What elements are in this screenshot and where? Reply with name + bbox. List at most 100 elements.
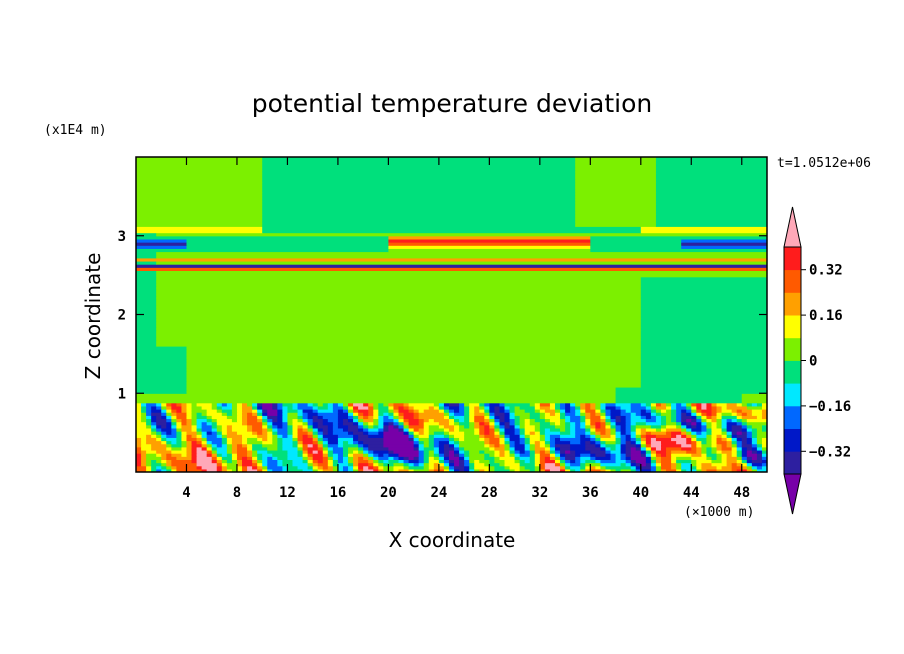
contour-cell	[671, 409, 677, 413]
contour-cell	[418, 409, 425, 413]
contour-cell	[711, 449, 718, 454]
contour-cell	[206, 440, 213, 445]
contour-cell	[342, 405, 349, 410]
contour-cell	[287, 468, 304, 472]
contour-cell	[640, 226, 767, 231]
contour-cell	[277, 434, 283, 438]
contour-cell	[196, 412, 203, 416]
contour-cell	[166, 453, 172, 457]
contour-cell	[448, 459, 455, 464]
contour-cell	[272, 405, 278, 410]
contour-cell	[691, 440, 697, 445]
contour-cell	[317, 437, 324, 442]
contour-cell	[459, 418, 465, 423]
contour-cell	[292, 437, 299, 442]
contour-cell	[645, 409, 652, 413]
contour-cell	[554, 462, 561, 467]
contour-cell	[151, 462, 162, 467]
contour-cell	[242, 440, 248, 445]
contour-cell	[600, 418, 607, 423]
contour-cell	[247, 418, 258, 423]
colorbar-label: 0.32	[809, 263, 843, 279]
contour-cell	[206, 418, 213, 423]
contour-cell	[549, 468, 561, 472]
contour-cell	[575, 468, 581, 472]
contour-cell	[504, 415, 511, 420]
contour-cell	[216, 446, 228, 451]
contour-cell	[262, 462, 268, 467]
contour-cell	[650, 402, 657, 407]
contour-cell	[186, 371, 642, 375]
contour-cell	[262, 465, 268, 470]
contour-cell	[156, 339, 642, 344]
contour-cell	[706, 449, 713, 454]
contour-cell	[408, 424, 425, 429]
contour-cell	[691, 427, 702, 432]
contour-cell	[585, 412, 591, 416]
contour-cell	[711, 421, 718, 426]
contour-cell	[322, 437, 329, 442]
contour-cell	[408, 434, 415, 438]
contour-cell	[746, 418, 767, 423]
contour-cell	[544, 446, 551, 451]
contour-cell	[701, 424, 708, 429]
contour-cell	[247, 453, 253, 457]
contour-cell	[666, 431, 672, 435]
contour-cell	[231, 409, 238, 413]
contour-cell	[474, 431, 480, 435]
contour-cell	[312, 427, 319, 432]
contour-cell	[156, 273, 767, 278]
contour-cell	[378, 462, 384, 467]
contour-cell	[746, 402, 753, 407]
contour-cell	[464, 405, 470, 410]
contour-cell	[706, 402, 713, 407]
contour-cell	[156, 323, 642, 328]
contour-cell	[151, 468, 157, 472]
contour-cell	[398, 459, 405, 464]
contour-cell	[348, 427, 359, 432]
contour-cell	[686, 449, 697, 454]
contour-cell	[408, 437, 415, 442]
contour-cell	[211, 431, 218, 435]
contour-cell	[156, 311, 642, 316]
contour-cell	[570, 440, 581, 445]
contour-cell	[560, 415, 566, 420]
contour-cell	[645, 427, 657, 432]
contour-cell	[262, 197, 576, 202]
contour-cell	[549, 456, 556, 460]
contour-cell	[267, 418, 273, 423]
contour-cell	[590, 421, 596, 426]
contour-cell	[620, 424, 627, 429]
contour-cell	[408, 468, 415, 472]
contour-cell	[413, 405, 430, 410]
contour-cell	[509, 437, 521, 442]
contour-cell	[438, 424, 445, 429]
x-units-label: (×1000 m)	[684, 505, 754, 520]
contour-cell	[171, 424, 177, 429]
contour-cell	[388, 402, 395, 407]
contour-cell	[736, 437, 743, 442]
contour-cell	[312, 462, 319, 467]
contour-cell	[166, 456, 177, 460]
contour-cell	[136, 267, 767, 271]
contour-cell	[302, 415, 309, 420]
contour-cell	[373, 409, 379, 413]
contour-cell	[509, 440, 516, 445]
contour-cell	[484, 418, 490, 423]
contour-cell	[262, 169, 576, 174]
contour-cell	[312, 434, 319, 438]
colorbar-segment	[784, 405, 801, 429]
contour-cell	[151, 412, 162, 416]
contour-cell	[307, 443, 314, 448]
contour-cell	[615, 459, 627, 464]
contour-cell	[756, 434, 767, 438]
contour-cell	[519, 405, 536, 410]
contour-cell	[741, 402, 748, 407]
contour-cell	[640, 295, 767, 300]
contour-cell	[640, 298, 767, 303]
contour-cell	[519, 424, 526, 429]
contour-cell	[474, 405, 480, 410]
contour-cell	[312, 437, 319, 442]
contour-cell	[136, 201, 263, 205]
contour-cell	[201, 443, 208, 448]
